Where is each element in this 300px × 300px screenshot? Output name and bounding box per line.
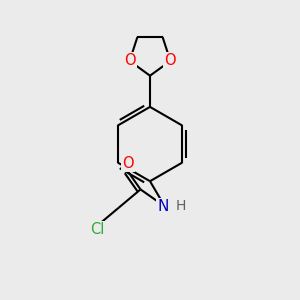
Text: Cl: Cl [90,222,104,237]
Text: N: N [158,199,169,214]
Text: O: O [124,53,136,68]
Text: O: O [122,156,134,171]
Text: O: O [164,53,176,68]
Text: H: H [176,200,186,214]
